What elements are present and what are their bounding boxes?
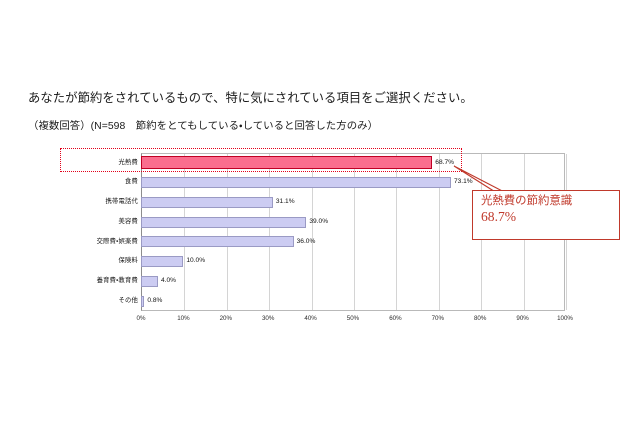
x-axis-tick-label: 80% — [473, 315, 487, 322]
gridline — [269, 154, 271, 310]
bar-category-label: 美容費 — [118, 217, 138, 225]
bar-track: 10.0% — [141, 252, 565, 272]
bar-value-label: 4.0% — [160, 277, 176, 285]
bar-track: 0.8% — [141, 291, 565, 311]
page-subtitle: （複数回答）(N=598 節約をとてもしている・していると回答した方のみ） — [28, 121, 379, 132]
gridline — [226, 154, 228, 310]
bar-category-label: その他 — [118, 296, 138, 304]
bar — [141, 256, 184, 268]
x-axis-tick-label: 100% — [557, 315, 573, 322]
callout-value: 68.7% — [481, 209, 517, 225]
gridline — [354, 154, 355, 310]
x-axis-tick-label: 40% — [304, 315, 317, 322]
x-axis-tick-label: 90% — [516, 315, 529, 322]
bar — [141, 196, 273, 208]
bar-category-label: 光熱費 — [118, 158, 138, 166]
bar-category-label: 保険料 — [118, 257, 138, 265]
page-title: あなたが節約をされているもので、特に気にされている項目をご選択ください。 — [28, 91, 473, 105]
bar-category-label: 食費 — [125, 178, 138, 186]
bar-row: 養育費・教育費 4.0% — [60, 272, 565, 292]
bar-value-label: 73.1% — [453, 178, 473, 186]
x-axis-tick-label: 0% — [136, 315, 146, 322]
x-axis-tick-label: 30% — [261, 315, 275, 322]
bar — [141, 236, 294, 248]
bar-track: 4.0% — [141, 272, 565, 292]
bar-track: 68.7% — [141, 153, 565, 173]
gridline — [396, 154, 398, 310]
bar-track: 36.0% — [141, 232, 565, 252]
bar-track: 39.0% — [141, 212, 565, 232]
bar-row: 交際費・娯楽費 36.0% — [60, 232, 565, 252]
bar-category-label: 携帯電話代 — [105, 198, 138, 206]
x-axis-tick-label: 50% — [346, 315, 360, 322]
x-axis-tick-label: 10% — [177, 315, 190, 322]
callout-annotation: 光熱費の節約意識 68.7% — [472, 190, 620, 240]
bar-row: 携帯電話代 31.1% — [60, 193, 565, 213]
x-axis-tick-label: 60% — [389, 315, 402, 322]
bar — [141, 275, 158, 287]
bar-value-label: 10.0% — [186, 257, 206, 265]
x-axis: 0% 10% 20% 30% 40% 50% 60% 70% 80% 90% 100% — [137, 313, 573, 329]
x-axis-tick-label: 70% — [431, 315, 444, 322]
x-axis-tick-label: 20% — [219, 315, 232, 322]
bar-value-label: 68.7% — [435, 158, 454, 166]
bar-row: 美容費 39.0% — [60, 212, 565, 232]
bar-row: その他 0.8% — [60, 291, 565, 311]
callout-title: 光熱費の節約意識 — [481, 195, 573, 207]
gridline — [438, 154, 440, 310]
bar-value-label: 39.0% — [309, 217, 329, 225]
bar-highlighted — [141, 156, 433, 170]
bar-category-label: 養育費・教育費 — [96, 277, 138, 285]
bar-row: 光熱費 68.7% — [60, 153, 565, 173]
bar — [141, 177, 451, 189]
bar-value-label: 0.8% — [147, 296, 163, 304]
gridline — [184, 154, 186, 310]
bar-chart: 光熱費 68.7% 食費 73.1% 携帯電話代 31.1% 美容費 39.0% 交際費・娯楽費… — [60, 147, 573, 332]
bar-category-label: 交際費・娯楽費 — [96, 237, 138, 245]
bar-track: 31.1% — [141, 193, 565, 213]
bar-value-label: 31.1% — [275, 198, 295, 206]
gridline — [311, 154, 313, 310]
bar — [141, 216, 307, 228]
bar-row: 保険料 10.0% — [60, 252, 565, 272]
bar — [141, 295, 145, 307]
bar-value-label: 36.0% — [296, 237, 316, 245]
